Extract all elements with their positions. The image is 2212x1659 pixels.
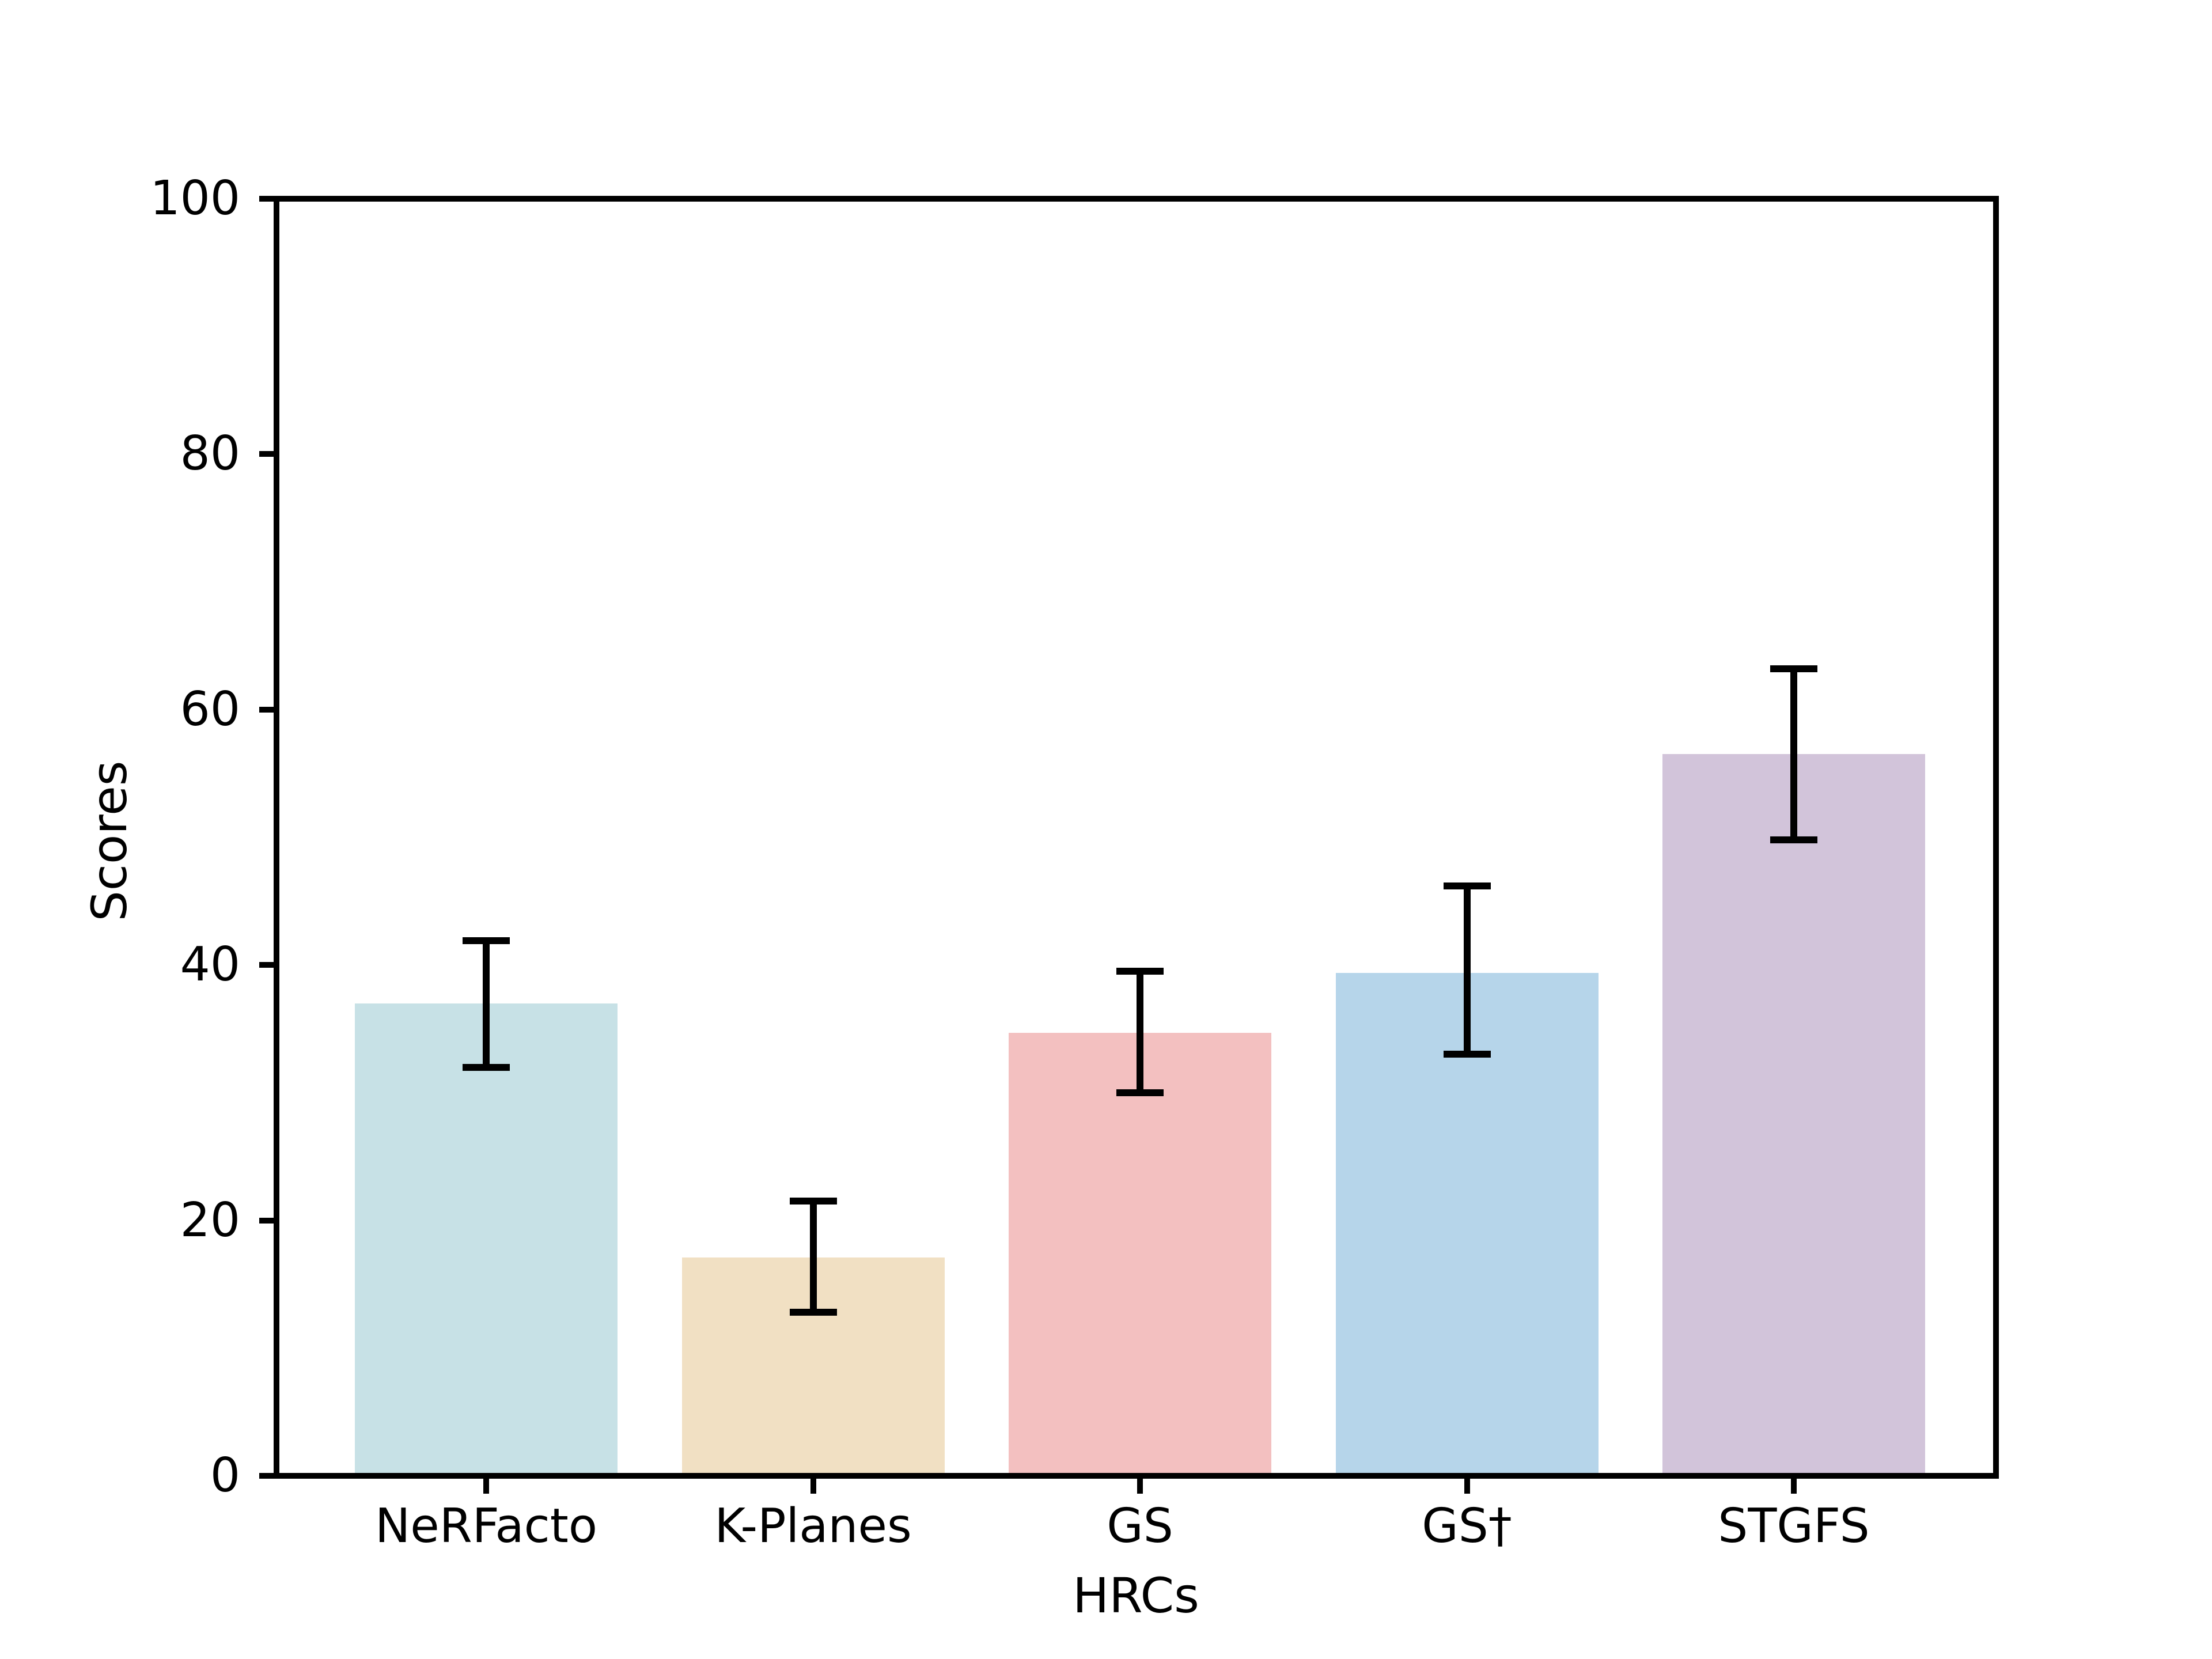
y-tick-label: 0 <box>210 1448 240 1503</box>
y-tick-label: 20 <box>180 1192 240 1248</box>
y-tick-mark <box>259 962 274 968</box>
error-bar-line <box>1463 885 1471 1055</box>
y-tick-label: 100 <box>150 171 240 226</box>
error-bar-cap-top <box>789 1198 837 1205</box>
error-bar-cap-top <box>1770 665 1817 672</box>
bar-nerfacto <box>355 1003 618 1476</box>
error-bar-line <box>483 941 490 1067</box>
axis-spine-top <box>274 196 1999 202</box>
axis-spine-left <box>274 196 279 1479</box>
error-bar-cap-bottom <box>463 1063 510 1071</box>
x-tick-label: STGFS <box>1718 1499 1870 1554</box>
bar-stgfs <box>1662 754 1925 1476</box>
y-tick-mark <box>259 196 274 202</box>
y-tick-mark <box>259 706 274 713</box>
y-tick-label: 40 <box>180 937 240 993</box>
x-tick-mark <box>810 1479 816 1494</box>
error-bar-line <box>1790 668 1797 840</box>
y-tick-mark <box>259 1473 274 1479</box>
y-tick-label: 80 <box>180 426 240 482</box>
x-tick-label: GS† <box>1422 1499 1512 1554</box>
y-tick-mark <box>259 1217 274 1224</box>
x-tick-mark <box>1137 1479 1143 1494</box>
x-tick-label: K-Planes <box>714 1499 912 1554</box>
error-bar-cap-top <box>1116 968 1164 975</box>
error-bar-cap-top <box>463 937 510 945</box>
bar-gs <box>1009 1032 1271 1476</box>
error-bar-cap-top <box>1443 882 1491 889</box>
x-tick-mark <box>1791 1479 1797 1494</box>
error-bar-cap-bottom <box>789 1309 837 1316</box>
axis-spine-bottom <box>274 1473 1999 1479</box>
x-tick-mark <box>483 1479 489 1494</box>
x-axis-label: HRCs <box>1073 1567 1199 1624</box>
x-tick-label: NeRFacto <box>374 1499 598 1554</box>
x-tick-label: GS <box>1107 1499 1173 1554</box>
y-axis-label: Scores <box>81 760 138 922</box>
error-bar-line <box>809 1201 817 1313</box>
error-bar-cap-bottom <box>1116 1089 1164 1096</box>
error-bar-cap-bottom <box>1443 1051 1491 1058</box>
y-tick-mark <box>259 451 274 457</box>
y-tick-label: 60 <box>180 681 240 737</box>
x-tick-mark <box>1464 1479 1470 1494</box>
plot-area <box>276 199 1996 1476</box>
axis-spine-right <box>1993 196 1999 1479</box>
error-bar-cap-bottom <box>1770 836 1817 843</box>
error-bar-line <box>1137 971 1143 1093</box>
